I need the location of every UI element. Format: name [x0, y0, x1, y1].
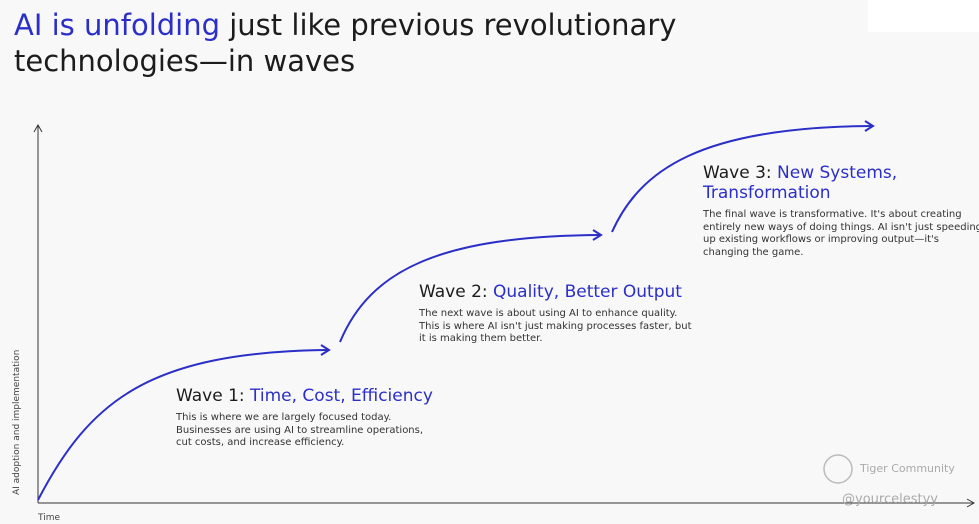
corner-patch [868, 0, 979, 32]
y-axis-label: AI adoption and implementation [12, 349, 22, 495]
description-line: up existing workflows or improving outpu… [703, 234, 939, 245]
wave-heading: Wave 1: Time, Cost, Efficiency [176, 386, 433, 406]
title-highlight: AI is unfolding [14, 8, 221, 42]
wave-description: This is where we are largely focused tod… [176, 412, 433, 450]
wave-heading: Wave 2: Quality, Better Output [419, 282, 692, 302]
wave-heading: Wave 3: New Systems, Transformation [703, 163, 903, 203]
watermark-brand: Tiger Community [860, 462, 955, 475]
wave-highlight: Time, Cost, Efficiency [250, 386, 433, 406]
wave-label: Wave 3: [703, 163, 772, 183]
wave-block: Wave 3: New Systems, Transformation The … [703, 163, 979, 259]
watermark-logo [823, 454, 853, 484]
title-line: technologies—in waves [14, 44, 356, 78]
description-line: The next wave is about using AI to enhan… [419, 308, 678, 319]
wave-curve [339, 234, 601, 343]
wave-curve [37, 349, 329, 501]
wave-highlight: New Systems, Transformation [703, 163, 898, 203]
wave-arrow [592, 229, 603, 241]
wave-arrow [320, 344, 331, 356]
description-line: cut costs, and increase efficiency. [176, 437, 345, 448]
wave-highlight: Quality, Better Output [493, 282, 682, 302]
x-axis-label: Time [38, 513, 61, 523]
wave-description: The next wave is about using AI to enhan… [419, 308, 692, 346]
title-text: just like previous revolutionary [229, 8, 677, 42]
description-line: Businesses are using AI to streamline op… [176, 424, 424, 436]
description-line: entirely new ways of doing things. AI is… [703, 221, 979, 233]
wave-description: The final wave is transformative. It's a… [703, 209, 979, 259]
axes [33, 123, 976, 508]
wave-block: Wave 2: Quality, Better Output The next … [419, 282, 692, 346]
y-arrow [33, 123, 43, 133]
wave-arrow [864, 120, 875, 132]
description-line: it is making them better. [419, 333, 543, 344]
wave-curve [611, 125, 873, 233]
title-line: AI is unfolding just like previous revol… [14, 8, 676, 42]
description-line: This is where we are largely focused tod… [176, 412, 392, 423]
waves [37, 120, 875, 501]
wave-label: Wave 2: [419, 282, 488, 302]
watermark-handle: @yourcelestyy [842, 492, 938, 507]
wave-label: Wave 1: [176, 386, 245, 406]
description-line: This is where AI isn't just making proce… [419, 320, 692, 332]
description-line: The final wave is transformative. It's a… [703, 209, 962, 220]
x-arrow [966, 498, 976, 508]
wave-block: Wave 1: Time, Cost, Efficiency This is w… [176, 386, 433, 450]
description-line: changing the game. [703, 246, 804, 258]
